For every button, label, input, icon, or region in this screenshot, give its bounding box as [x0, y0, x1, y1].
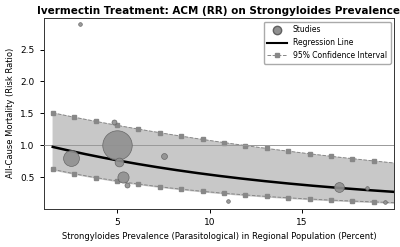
Point: [124, 183, 130, 187]
Point: [225, 199, 232, 203]
Point: [160, 154, 167, 158]
Title: Ivermectin Treatment: ACM (RR) on Strongyloides Prevalence: Ivermectin Treatment: ACM (RR) on Strong…: [38, 5, 400, 16]
Point: [336, 185, 342, 188]
Point: [114, 143, 120, 147]
Legend: Studies, Regression Line, 95% Confidence Interval: Studies, Regression Line, 95% Confidence…: [264, 21, 391, 64]
X-axis label: Strongyloides Prevalence (Parasitological) in Regional Population (Percent): Strongyloides Prevalence (Parasitologica…: [62, 232, 376, 242]
Point: [116, 160, 122, 164]
Point: [110, 120, 117, 124]
Y-axis label: All-Cause Mortality (Risk Ratio): All-Cause Mortality (Risk Ratio): [6, 48, 14, 178]
Point: [382, 201, 388, 205]
Point: [120, 175, 126, 179]
Point: [68, 156, 74, 160]
Point: [77, 22, 84, 26]
Point: [364, 186, 370, 190]
